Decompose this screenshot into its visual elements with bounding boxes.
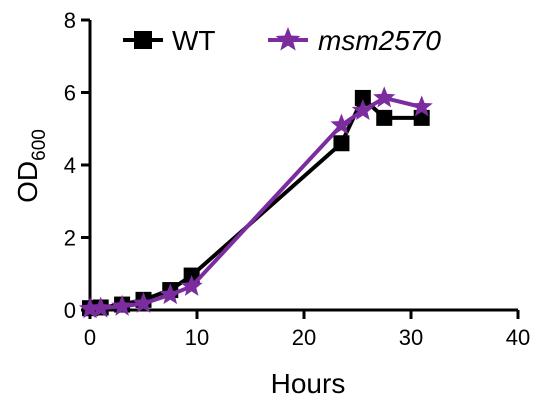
legend-item-wt: WT <box>123 25 216 56</box>
data-point <box>376 109 393 126</box>
data-point <box>351 99 374 121</box>
y-axis-title-main: OD <box>12 161 43 203</box>
legend-item-msm2570: msm2570 <box>268 25 441 56</box>
x-tick-label: 10 <box>185 325 209 350</box>
y-tick-label: 4 <box>64 153 76 178</box>
legend-marker <box>134 31 152 49</box>
x-tick-label: 30 <box>399 325 423 350</box>
series-msm2570 <box>78 86 433 319</box>
data-point <box>89 296 112 318</box>
x-tick-label: 20 <box>292 325 316 350</box>
legend-marker <box>275 26 301 51</box>
series-line <box>89 95 423 311</box>
series-layer <box>78 86 433 319</box>
series-wt <box>82 89 430 317</box>
y-axis-title-subscript: 600 <box>29 129 50 161</box>
legend-label: msm2570 <box>318 25 441 56</box>
x-tick-label: 0 <box>84 325 96 350</box>
data-point <box>410 95 433 117</box>
data-point <box>180 274 203 296</box>
x-axis-title: Hours <box>271 368 346 399</box>
y-tick-label: 2 <box>64 226 76 251</box>
axis-ticks: 0 10 20 30 40 0 2 4 6 8 <box>64 8 530 350</box>
y-tick-label: 0 <box>64 298 76 323</box>
y-tick-label: 8 <box>64 8 76 33</box>
data-point <box>111 294 134 316</box>
data-point <box>132 291 155 313</box>
series-line <box>89 95 422 311</box>
data-point <box>78 297 102 319</box>
y-tick-label: 6 <box>64 81 76 106</box>
data-point <box>333 135 350 152</box>
legend-label: WT <box>172 25 216 56</box>
data-point <box>330 113 353 135</box>
x-tick-label: 40 <box>506 325 530 350</box>
data-point <box>354 89 371 106</box>
data-point <box>159 283 182 305</box>
data-point <box>373 86 396 108</box>
y-axis-title: OD600 <box>12 129 50 203</box>
legend: WT msm2570 <box>123 25 441 56</box>
